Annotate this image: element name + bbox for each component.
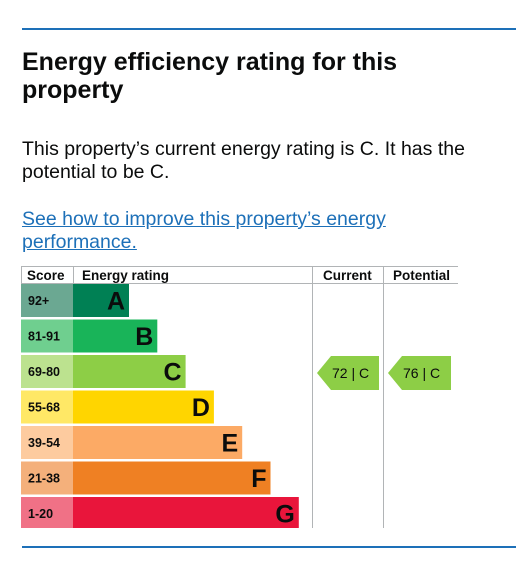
score-cell-b xyxy=(21,319,73,353)
potential-header: Potential xyxy=(393,268,450,283)
band-bar-c xyxy=(73,355,186,388)
top-divider xyxy=(22,28,516,30)
band-bar-d xyxy=(73,390,214,424)
band-bar-g xyxy=(73,497,299,528)
page-title: Energy efficiency rating for this proper… xyxy=(22,48,398,104)
score-cell-a xyxy=(21,284,73,317)
score-range-d: 55-68 xyxy=(28,401,60,415)
energy-rating-chart: Score Energy rating Current Potential 92… xyxy=(21,266,461,528)
energy-rating-header: Energy rating xyxy=(82,268,169,283)
score-header: Score xyxy=(27,268,65,283)
band-letter-f: F xyxy=(251,465,266,493)
score-range-g: 1-20 xyxy=(28,507,53,521)
score-cell-d xyxy=(21,390,73,424)
potential-rating-arrow xyxy=(388,356,451,390)
band-letter-a: A xyxy=(107,288,125,316)
score-range-b: 81-91 xyxy=(28,330,60,344)
rating-bands: 92+ A 81-91 B 69-80 C 55-68 D 39-54 E 21-38 F 1-20 G xyxy=(21,284,299,528)
score-range-f: 21-38 xyxy=(28,472,60,486)
score-cell-e xyxy=(21,426,73,459)
potential-rating-label: 76 | C xyxy=(403,365,440,381)
current-rating-label: 72 | C xyxy=(332,365,369,381)
band-letter-e: E xyxy=(222,430,239,458)
score-cell-g xyxy=(21,497,73,528)
band-bar-e xyxy=(73,426,243,459)
band-bar-b xyxy=(73,319,158,353)
score-range-a: 92+ xyxy=(28,294,49,308)
rating-markers: 72 | C 76 | C xyxy=(317,356,451,390)
improve-energy-link[interactable]: See how to improve this property’s energ… xyxy=(22,208,386,253)
current-rating-arrow xyxy=(317,356,379,390)
current-header: Current xyxy=(323,268,372,283)
score-cell-c xyxy=(21,355,73,388)
rating-summary: This property’s current energy rating is… xyxy=(22,138,465,183)
band-bar-f xyxy=(73,461,271,495)
band-letter-c: C xyxy=(164,359,182,387)
band-bar-a xyxy=(73,284,129,317)
band-letter-g: G xyxy=(275,501,294,529)
score-range-e: 39-54 xyxy=(28,436,60,450)
band-letter-b: B xyxy=(135,323,153,351)
bottom-divider xyxy=(22,546,516,548)
band-letter-d: D xyxy=(192,394,210,422)
score-cell-f xyxy=(21,461,73,495)
score-range-c: 69-80 xyxy=(28,365,60,379)
epc-graph: Score Energy rating Current Potential 92… xyxy=(21,266,458,528)
